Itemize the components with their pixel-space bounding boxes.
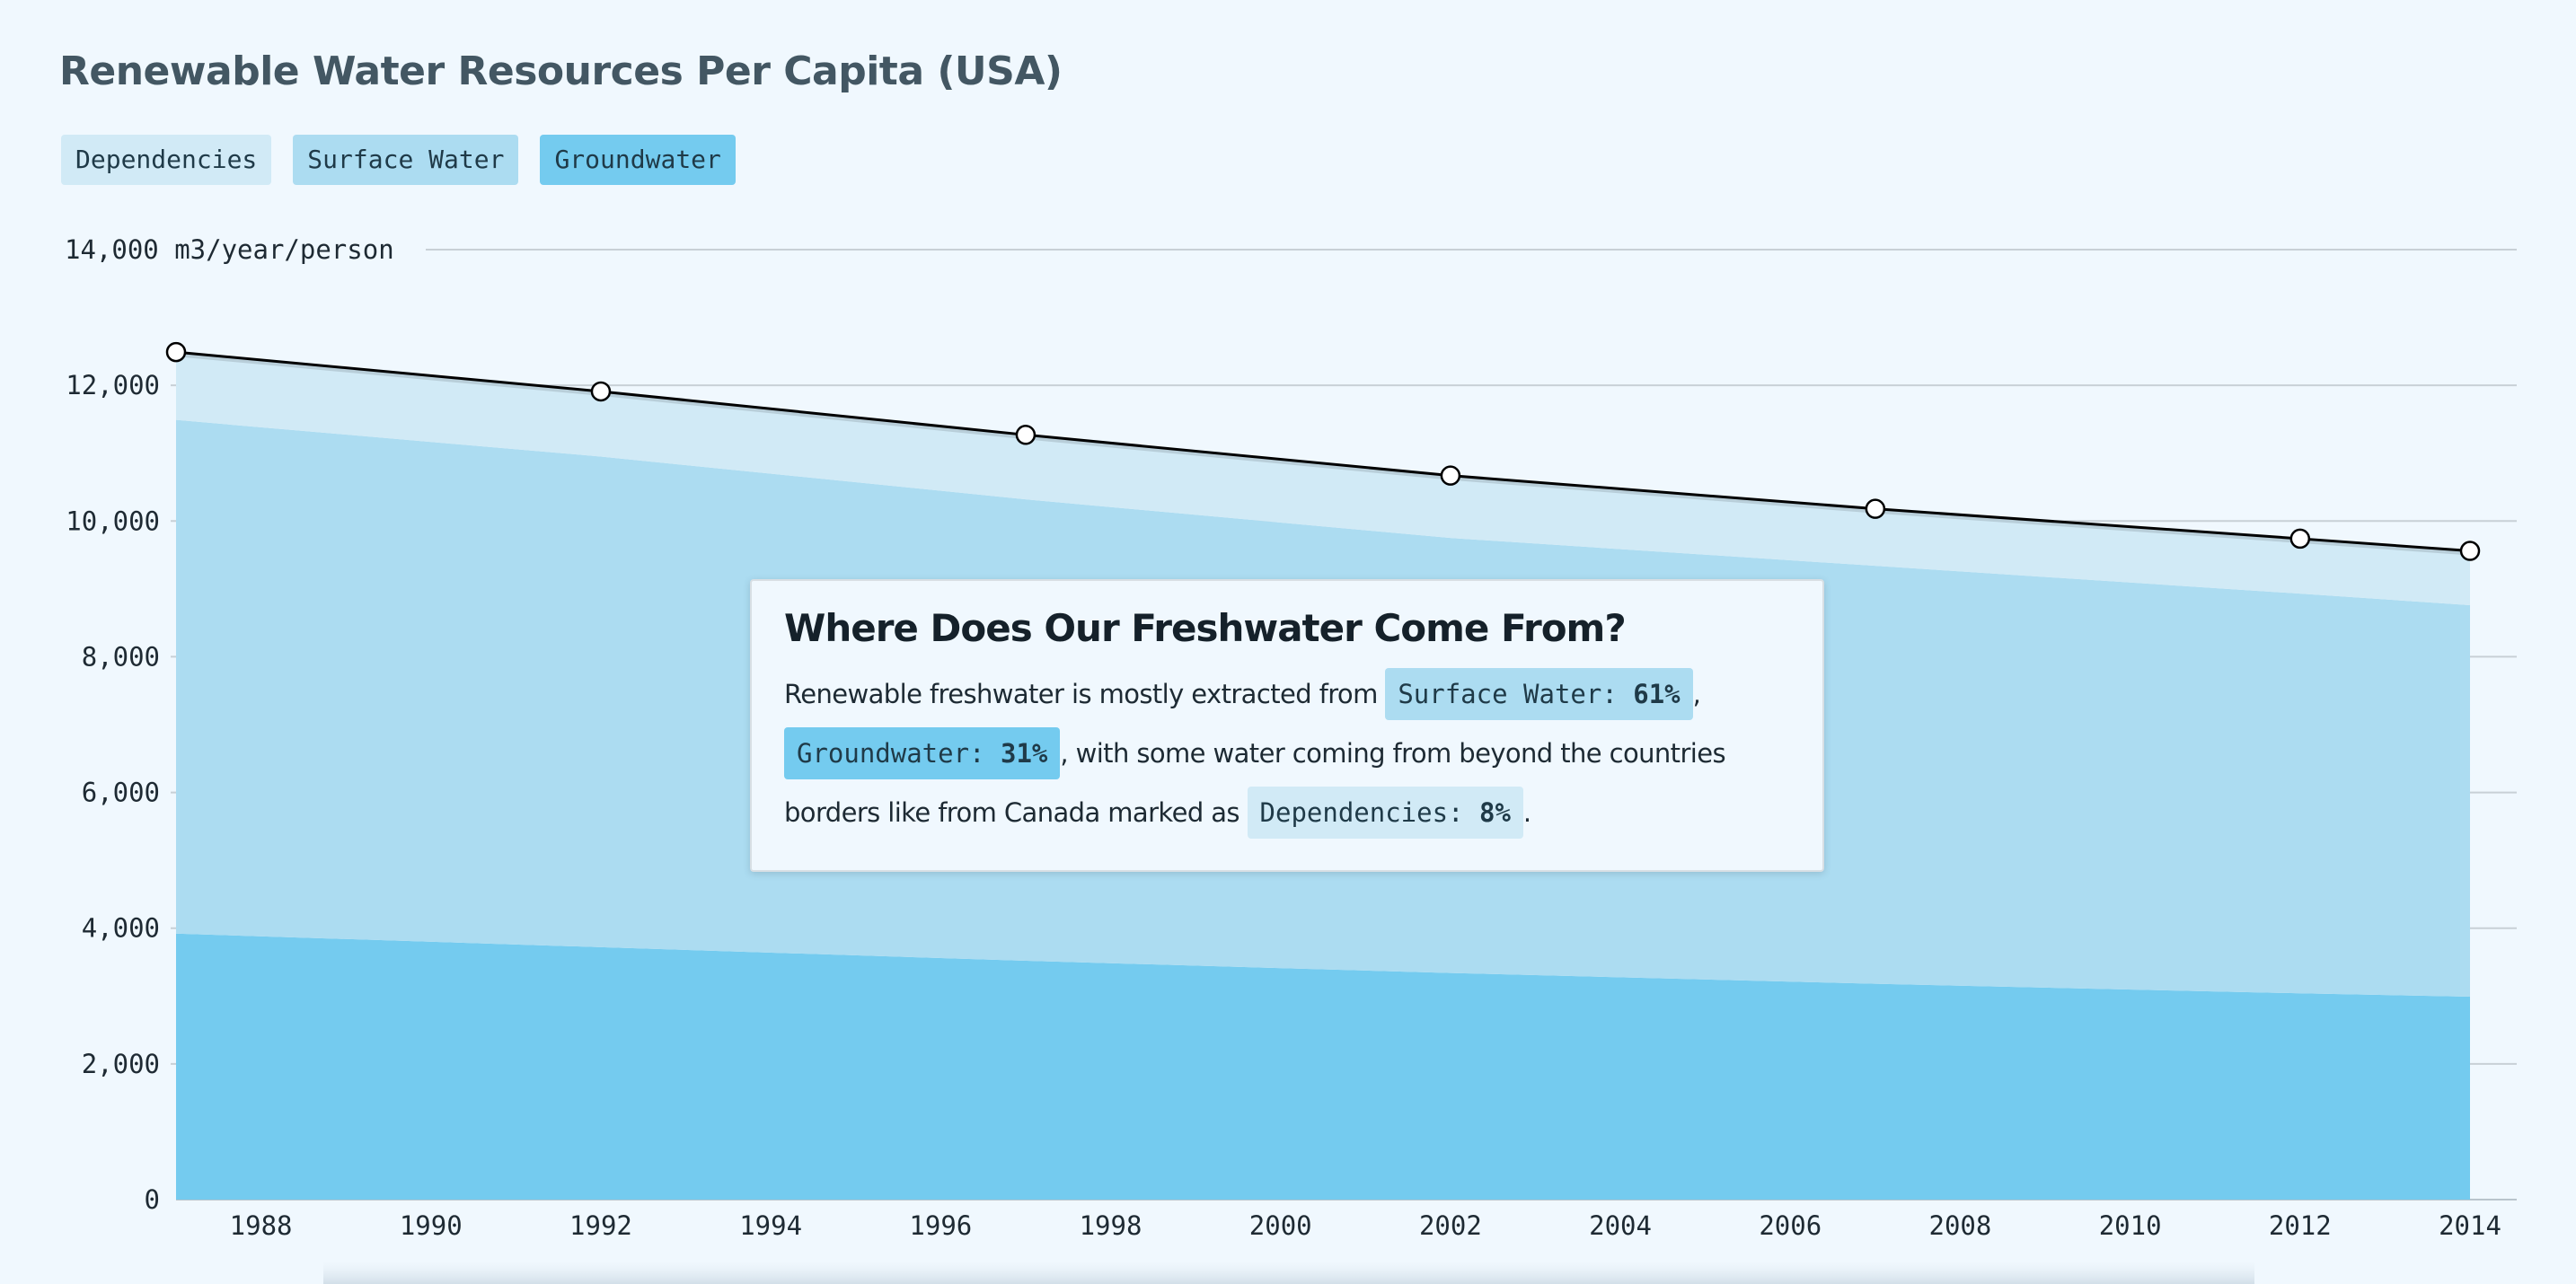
area-groundwater [176, 933, 2470, 1200]
groundwater-chip-value: 31% [1000, 738, 1048, 769]
total-point-2012 [2289, 528, 2311, 550]
legend-dependencies-button[interactable]: Dependencies [61, 135, 272, 185]
x-tick-label-2006: 2006 [1759, 1210, 1822, 1241]
total-point-1992 [590, 381, 612, 402]
area-dependencies [176, 352, 2470, 605]
total-point-2007 [1865, 498, 1886, 519]
legend: Dependencies Surface Water Groundwater [61, 135, 736, 185]
x-tick-label-1992: 1992 [569, 1210, 632, 1241]
y-tick-label-0: 0 [145, 1184, 160, 1215]
dependencies-chip: Dependencies: 8% [1247, 787, 1523, 839]
x-tick-label-2012: 2012 [2269, 1210, 2332, 1241]
info-text-1: Renewable freshwater is mostly extracted… [784, 679, 1386, 709]
x-tick-label-2008: 2008 [1929, 1210, 1992, 1241]
legend-groundwater-button[interactable]: Groundwater [540, 135, 736, 185]
x-tick-label-2004: 2004 [1589, 1210, 1652, 1241]
x-tick-label-2002: 2002 [1419, 1210, 1482, 1241]
x-tick-label-1996: 1996 [909, 1210, 972, 1241]
groundwater-chip: Groundwater: 31% [784, 727, 1061, 779]
x-tick-label-1990: 1990 [400, 1210, 463, 1241]
info-text-4: . [1522, 797, 1531, 828]
axis-labels: 0 2,000 4,000 6,000 8,000 10,000 12,000 14,000 … [65, 234, 2501, 1241]
total-line-layer [165, 341, 2481, 561]
legend-surface-water-button[interactable]: Surface Water [293, 135, 519, 185]
total-point-2002 [1440, 465, 1461, 486]
total-point-1987 [165, 341, 187, 363]
info-card: Where Does Our Freshwater Come From? Ren… [750, 579, 1824, 872]
x-tick-label-1988: 1988 [230, 1210, 293, 1241]
info-card-text: Renewable freshwater is mostly extracted… [784, 664, 1790, 842]
info-card-title: Where Does Our Freshwater Come From? [784, 606, 1627, 650]
info-text-3: , with some water coming from beyond the… [784, 738, 1726, 828]
chart-title: Renewable Water Resources Per Capita (US… [59, 48, 1063, 94]
surface-water-chip: Surface Water: 61% [1385, 668, 1693, 720]
surface-water-chip-label: Surface Water: [1398, 679, 1634, 709]
y-tick-label-2000: 2,000 [82, 1049, 160, 1079]
y-tick-label-12000: 12,000 [66, 370, 160, 400]
groundwater-chip-label: Groundwater: [797, 738, 1001, 769]
info-text-2: , [1692, 679, 1701, 709]
y-tick-label-8000: 8,000 [82, 641, 160, 672]
bottom-shadow [323, 1262, 2254, 1284]
x-tick-label-2010: 2010 [2099, 1210, 2162, 1241]
x-tick-label-1994: 1994 [739, 1210, 802, 1241]
dependencies-chip-value: 8% [1478, 797, 1511, 828]
y-tick-label-6000: 6,000 [82, 778, 160, 808]
total-point-1997 [1015, 425, 1037, 445]
dependencies-chip-label: Dependencies: [1259, 797, 1479, 828]
total-point-2014 [2459, 541, 2481, 561]
y-tick-label-4000: 4,000 [82, 913, 160, 944]
x-tick-label-1998: 1998 [1080, 1210, 1142, 1241]
x-tick-label-2014: 2014 [2439, 1210, 2501, 1241]
surface-water-chip-value: 61% [1633, 679, 1681, 709]
y-tick-label-14000: 14,000 m3/year/person [65, 234, 394, 265]
x-tick-label-2000: 2000 [1249, 1210, 1312, 1241]
y-tick-label-10000: 10,000 [66, 506, 160, 536]
